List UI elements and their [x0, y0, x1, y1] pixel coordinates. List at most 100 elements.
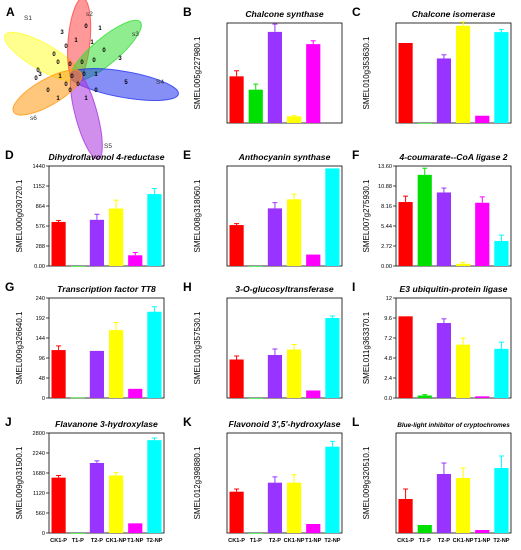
venn-count: 0	[76, 82, 80, 88]
plot-frame	[48, 432, 165, 534]
y-axis-label: SMEL005g227980.1	[193, 36, 202, 110]
bar	[475, 202, 490, 266]
bar	[398, 316, 413, 398]
bar	[108, 475, 124, 533]
x-tick-label: T2-P	[438, 538, 450, 544]
y-tick-label: 0.0	[384, 396, 392, 402]
bar	[70, 397, 85, 399]
bar	[436, 323, 452, 398]
venn-count: 0	[64, 82, 68, 88]
x-tick-label: T2-NP	[493, 538, 509, 544]
y-axis-label: SMEL010g357530.1	[193, 311, 202, 385]
venn-count: 5	[124, 80, 128, 86]
y-tick-label: 7.2	[384, 336, 392, 342]
venn-count: 0	[92, 58, 96, 64]
y-axis-label: SMEL007g275930.1	[362, 179, 371, 253]
venn-count: 0	[52, 52, 56, 58]
bar	[248, 533, 263, 534]
y-tick-label: 192	[36, 316, 45, 322]
y-tick-label: 240	[36, 296, 45, 302]
venn-count: 0	[36, 68, 40, 74]
chart-panel-g: G Transcription factor TT8 SMEL009g326640.…	[5, 280, 165, 402]
bar	[229, 491, 244, 533]
venn-count: 3	[118, 56, 122, 62]
panel-label: K	[183, 415, 192, 429]
chart-panel-k: K Flavonoid 3',5'-hydroxylase SMEL012g3988…	[183, 415, 343, 544]
y-tick-label: 576	[36, 224, 45, 230]
x-tick-label: T1-NP	[305, 538, 321, 544]
x-tick-label: T1-NP	[127, 538, 143, 544]
venn-count: 0	[68, 88, 72, 94]
y-tick-label: 864	[36, 204, 45, 210]
bar	[417, 174, 432, 266]
chart-title: Chalcone synthase	[245, 9, 324, 19]
bar	[398, 43, 413, 123]
chart-title: Chalcone isomerase	[412, 9, 496, 19]
bar	[306, 44, 321, 123]
chart-title: Anthocyanin synthase	[238, 152, 331, 162]
bar	[108, 208, 124, 266]
bar	[70, 533, 85, 534]
x-tick-label: T1-P	[250, 538, 262, 544]
bar	[267, 355, 283, 398]
venn-count: 1	[74, 38, 78, 44]
bar	[89, 350, 105, 398]
y-tick-label: 144	[36, 336, 45, 342]
plot-frame	[395, 165, 512, 267]
chart-panel-l: L Blue-light inhibitor of cryptochromes SM…	[352, 415, 512, 544]
x-tick-label: T2-NP	[146, 538, 162, 544]
panel-label: G	[5, 280, 14, 294]
venn-count: 1	[56, 96, 60, 102]
bar	[267, 482, 283, 533]
bar	[325, 446, 340, 533]
x-tick-label: CK1-NP	[284, 538, 305, 544]
venn-count: 3	[60, 30, 64, 36]
y-axis-label: SMEL009g320510.1	[362, 446, 371, 520]
bar	[436, 58, 452, 123]
bar	[455, 263, 471, 266]
y-tick-label: 0	[42, 396, 45, 402]
plot-frame	[395, 22, 512, 124]
y-tick-label: 0.00	[34, 264, 45, 270]
bar	[147, 440, 162, 533]
y-tick-label: 2240	[33, 451, 45, 457]
x-tick-label: T1-P	[419, 538, 431, 544]
bar	[475, 396, 490, 398]
chart-title: 4-coumarate--CoA ligase 2	[398, 152, 507, 162]
x-tick-label: T2-P	[91, 538, 103, 544]
x-tick-label: CK1-P	[228, 538, 245, 544]
y-tick-label: 96	[39, 356, 45, 362]
bar	[494, 468, 509, 533]
y-tick-label: 1440	[33, 164, 45, 170]
plot-frame	[226, 22, 343, 124]
y-axis-label: SMEL008g318060.1	[193, 179, 202, 253]
y-tick-label: 48	[39, 376, 45, 382]
panel-label: I	[352, 280, 355, 294]
x-tick-label: CK1-NP	[453, 538, 474, 544]
bar	[494, 32, 509, 123]
plot-frame	[226, 165, 343, 267]
chart-title: E3 ubiquitin-protein ligase	[400, 284, 508, 294]
venn-set-label: s3	[132, 31, 139, 38]
bar	[267, 31, 283, 124]
panel-label: F	[352, 148, 359, 162]
chart-title: Flavanone 3-hydroxylase	[55, 419, 158, 429]
y-tick-label: 9.6	[384, 316, 392, 322]
chart-title: Flavonoid 3',5'-hydroxylase	[228, 419, 340, 429]
venn-count: 1	[94, 72, 98, 78]
y-tick-label: 2.72	[381, 244, 392, 250]
venn-count: 0	[84, 24, 88, 30]
bar	[475, 530, 490, 533]
y-axis-label: SMEL009g031500.1	[15, 446, 24, 520]
x-tick-label: T2-NP	[324, 538, 340, 544]
bar	[286, 482, 302, 533]
y-tick-label: 1120	[33, 491, 45, 497]
bar	[436, 474, 452, 533]
y-tick-label: 4.8	[384, 356, 392, 362]
panel-label: L	[352, 415, 359, 429]
chart-panel-i: I E3 ubiquitin-protein ligase SMEL011g3633…	[352, 280, 512, 402]
bar	[128, 388, 143, 398]
x-tick-label: T1-NP	[474, 538, 490, 544]
y-axis-label: SMEL011g363370.1	[362, 311, 371, 384]
venn-count: 1	[58, 74, 62, 80]
